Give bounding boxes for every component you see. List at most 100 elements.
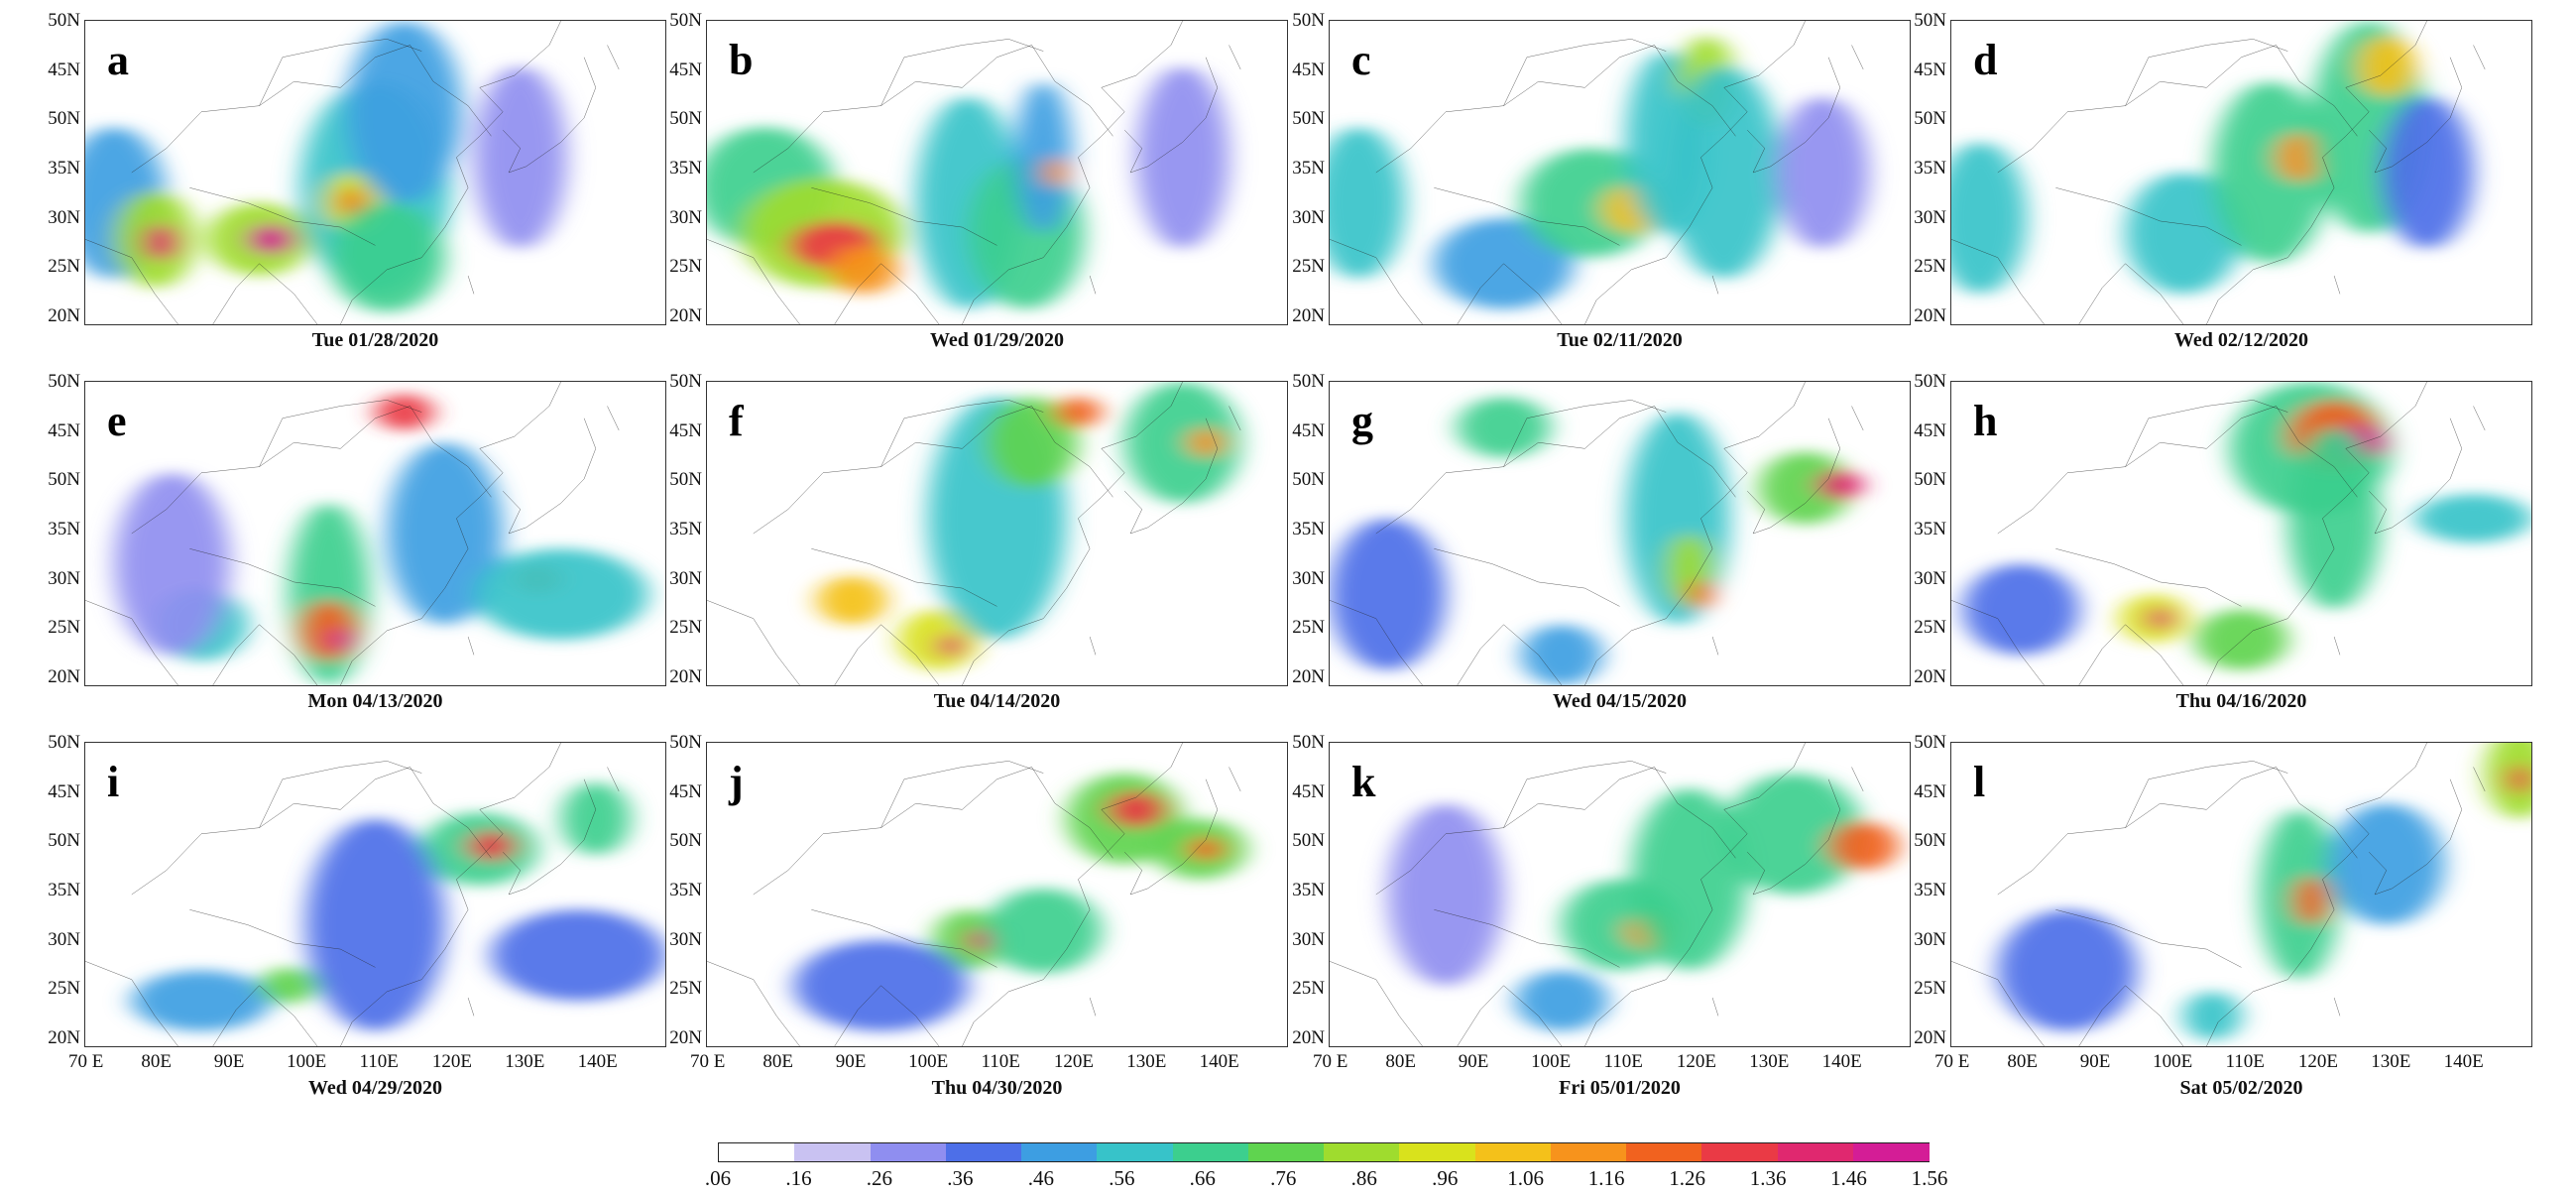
boundary-line (2334, 276, 2340, 294)
field-layer (1330, 382, 1910, 685)
aod-patch (299, 600, 358, 661)
aod-patch (131, 970, 272, 1031)
colorbar-tick-label: 1.06 (1507, 1166, 1545, 1190)
colorbar-tick-label: .16 (785, 1166, 812, 1190)
aod-patch (2380, 96, 2474, 249)
boundary-line (1712, 276, 1718, 294)
map-field: e (84, 381, 666, 686)
aod-patch (1055, 397, 1102, 427)
aod-patch (560, 781, 631, 856)
panel-letter: h (1973, 397, 1998, 445)
boundary-line (881, 39, 1044, 105)
lat-label: 45N (1292, 419, 1325, 441)
lat-label: 50N (1914, 469, 1946, 491)
lat-label: 45N (1292, 780, 1325, 802)
aod-patch (1776, 96, 1870, 249)
boundary-line (503, 491, 526, 534)
aod-patch (1457, 397, 1551, 458)
field-layer (1951, 21, 2531, 324)
aod-patch (1758, 451, 1852, 525)
lat-label: 50N (1914, 371, 1946, 392)
lon-label: 120E (1676, 1051, 1716, 1072)
lat-label: 20N (1292, 1027, 1325, 1048)
colorbar-segment (1097, 1143, 1174, 1161)
colorbar-tick-label: .46 (1027, 1166, 1054, 1190)
lon-label: 110E (2225, 1051, 2265, 1072)
lat-label: 50N (48, 108, 80, 130)
lat-label: 50N (48, 830, 80, 852)
boundary-line (1951, 382, 2427, 685)
panel-letter: g (1351, 397, 1373, 445)
boundary-line (1330, 21, 1806, 324)
lat-label: 35N (1914, 880, 1946, 900)
colorbar (718, 1142, 1931, 1162)
lat-label: 20N (48, 305, 80, 326)
lat-label: 50N (48, 732, 80, 753)
boundary-line (881, 761, 1044, 827)
colorbar-tick-label: .36 (947, 1166, 974, 1190)
panel-date: Thu 04/30/2020 (931, 1077, 1063, 1099)
aod-patch (1666, 65, 1783, 280)
boundary-line (1124, 852, 1147, 895)
panel-letter: a (107, 36, 129, 84)
lat-label: 20N (669, 666, 702, 687)
aod-patch (898, 609, 980, 670)
lon-label: 140E (577, 1051, 618, 1072)
aod-patch (1521, 624, 1602, 685)
aod-patch (1997, 909, 2138, 1031)
panel-letter: f (729, 397, 744, 445)
map-field: h (1950, 381, 2532, 686)
boundary-line (2369, 852, 2392, 895)
lon-label: 130E (505, 1051, 545, 1072)
boundary-line (2369, 491, 2392, 534)
colorbar-tick-label: 1.46 (1830, 1166, 1867, 1190)
lat-label: 35N (1292, 519, 1325, 539)
lat-label: 45N (1914, 59, 1946, 80)
lat-label: 25N (48, 256, 80, 278)
lon-label: 120E (2297, 1051, 2338, 1072)
boundary-line (132, 45, 492, 245)
lat-label: 30N (669, 928, 702, 950)
boundary-line (1376, 45, 1736, 245)
boundary-line (1504, 761, 1667, 827)
aod-patch (346, 21, 463, 203)
boundary-line (707, 382, 1183, 685)
lat-label: 45N (669, 59, 702, 80)
boundary-line (2393, 406, 2486, 527)
boundary-line (2126, 39, 2288, 105)
lat-label: 35N (669, 158, 702, 179)
colorbar-tick-label: .86 (1350, 1166, 1377, 1190)
lat-label: 50N (48, 10, 80, 31)
lat-label: 25N (669, 617, 702, 639)
colorbar-tick-label: .76 (1270, 1166, 1297, 1190)
aod-patch (1124, 382, 1241, 504)
boundary-line (2126, 761, 2288, 827)
colorbar-tick-label: .26 (866, 1166, 893, 1190)
aod-patch (2485, 743, 2531, 819)
boundary-line (468, 637, 474, 655)
field-layer (1330, 743, 1899, 1046)
aod-patch (2212, 81, 2329, 264)
lat-label: 25N (1914, 617, 1946, 639)
panel-date: Wed 04/15/2020 (1552, 690, 1687, 712)
boundary-line (503, 852, 526, 895)
boundary-line (1747, 491, 1770, 534)
lat-label: 30N (48, 206, 80, 228)
lat-label: 25N (48, 617, 80, 639)
lat-label: 50N (1292, 830, 1325, 852)
map-field: j (706, 742, 1288, 1047)
lon-label: 130E (1749, 1051, 1790, 1072)
lat-label: 45N (669, 419, 702, 441)
aod-patch (2194, 609, 2288, 670)
colorbar-segment (794, 1143, 872, 1161)
lat-label: 50N (1914, 732, 1946, 753)
lat-label: 30N (1292, 928, 1325, 950)
colorbar-segment (1474, 1143, 1552, 1161)
aod-patch (1330, 127, 1406, 280)
lat-label: 25N (1292, 617, 1325, 639)
lat-label: 20N (1292, 666, 1325, 687)
aod-patch (2148, 606, 2172, 631)
boundary-line (707, 743, 1183, 1046)
lat-label: 45N (48, 59, 80, 80)
lat-label: 20N (1914, 1027, 1946, 1048)
